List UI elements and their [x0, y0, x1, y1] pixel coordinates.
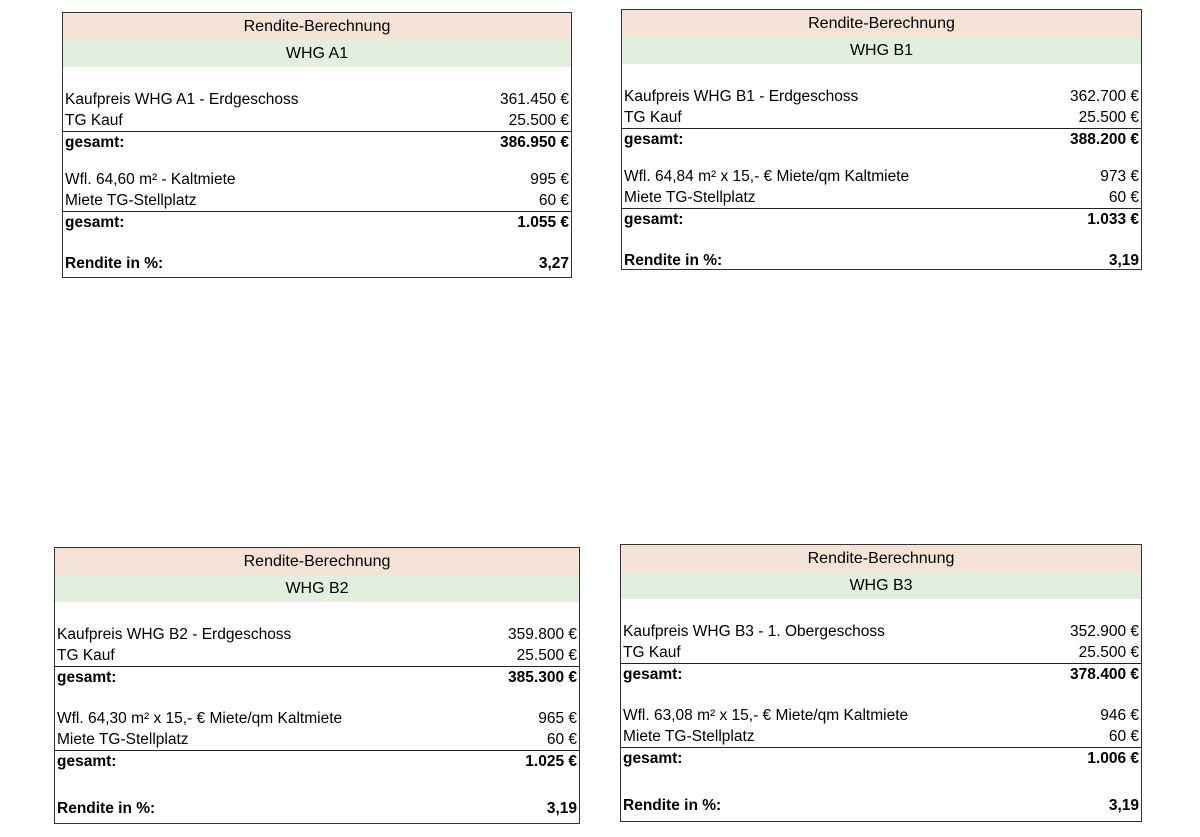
garage-purchase-value: 25.500 € [508, 112, 569, 129]
garage-purchase-row: TG Kauf 25.500 € [621, 642, 1141, 663]
rent-total-row: gesamt: 1.033 € [622, 208, 1141, 230]
rent-total-row: gesamt: 1.055 € [63, 211, 571, 233]
yield-value: 3,27 [538, 255, 569, 272]
garage-purchase-value: 25.500 € [1078, 109, 1139, 126]
yield-value: 3,19 [1108, 797, 1139, 814]
rent-value: 946 € [1100, 707, 1139, 724]
unit-name: WHG B3 [621, 572, 1141, 599]
purchase-label: Kaufpreis WHG B1 - Erdgeschoss [624, 88, 859, 105]
rent-row: Wfl. 64,60 m² - Kaltmiete 995 € [63, 169, 571, 190]
purchase-total-value: 386.950 € [500, 134, 569, 151]
purchase-total-row: gesamt: 385.300 € [55, 666, 579, 688]
rent-total-value: 1.033 € [1087, 211, 1139, 228]
rent-row: Wfl. 64,84 m² x 15,- € Miete/qm Kaltmiet… [622, 166, 1141, 187]
purchase-row: Kaufpreis WHG A1 - Erdgeschoss 361.450 € [63, 89, 571, 110]
purchase-label: Kaufpreis WHG B3 - 1. Obergeschoss [623, 623, 885, 640]
rent-total-row: gesamt: 1.006 € [621, 747, 1141, 769]
yield-card-whg-a1: Rendite-Berechnung WHG A1 Kaufpreis WHG … [62, 12, 572, 278]
yield-label: Rendite in %: [623, 797, 722, 814]
rent-total-label: gesamt: [624, 211, 684, 228]
purchase-total-label: gesamt: [57, 669, 117, 686]
card-title: Rendite-Berechnung [622, 10, 1141, 37]
yield-label: Rendite in %: [65, 255, 164, 272]
purchase-label: Kaufpreis WHG B2 - Erdgeschoss [57, 626, 292, 643]
parking-rent-row: Miete TG-Stellplatz 60 € [621, 726, 1141, 747]
rent-total-label: gesamt: [57, 753, 117, 770]
rent-total-value: 1.055 € [517, 214, 569, 231]
parking-rent-row: Miete TG-Stellplatz 60 € [63, 190, 571, 211]
rent-label: Wfl. 64,84 m² x 15,- € Miete/qm Kaltmiet… [624, 168, 910, 185]
yield-value: 3,19 [546, 800, 577, 817]
purchase-total-row: gesamt: 378.400 € [621, 663, 1141, 685]
garage-purchase-row: TG Kauf 25.500 € [55, 645, 579, 666]
rent-label: Wfl. 63,08 m² x 15,- € Miete/qm Kaltmiet… [623, 707, 909, 724]
parking-rent-value: 60 € [1108, 189, 1139, 206]
rent-value: 995 € [530, 171, 569, 188]
purchase-total-label: gesamt: [624, 131, 684, 148]
card-title: Rendite-Berechnung [55, 548, 579, 575]
rent-value: 973 € [1100, 168, 1139, 185]
rent-label: Wfl. 64,60 m² - Kaltmiete [65, 171, 236, 188]
rent-total-value: 1.006 € [1087, 750, 1139, 767]
purchase-total-value: 388.200 € [1070, 131, 1139, 148]
purchase-total-label: gesamt: [65, 134, 125, 151]
parking-rent-label: Miete TG-Stellplatz [65, 192, 197, 209]
yield-row: Rendite in %: 3,19 [55, 798, 579, 819]
purchase-row: Kaufpreis WHG B3 - 1. Obergeschoss 352.9… [621, 621, 1141, 642]
parking-rent-value: 60 € [538, 192, 569, 209]
yield-card-whg-b3: Rendite-Berechnung WHG B3 Kaufpreis WHG … [620, 544, 1142, 822]
purchase-value: 362.700 € [1070, 88, 1139, 105]
parking-rent-value: 60 € [546, 731, 577, 748]
purchase-row: Kaufpreis WHG B1 - Erdgeschoss 362.700 € [622, 86, 1141, 107]
yield-row: Rendite in %: 3,19 [621, 795, 1141, 816]
rent-row: Wfl. 64,30 m² x 15,- € Miete/qm Kaltmiet… [55, 708, 579, 729]
garage-purchase-row: TG Kauf 25.500 € [63, 110, 571, 131]
rent-total-row: gesamt: 1.025 € [55, 750, 579, 772]
unit-name: WHG B1 [622, 37, 1141, 64]
purchase-total-value: 385.300 € [508, 669, 577, 686]
purchase-total-row: gesamt: 388.200 € [622, 128, 1141, 150]
garage-purchase-label: TG Kauf [624, 109, 682, 126]
purchase-row: Kaufpreis WHG B2 - Erdgeschoss 359.800 € [55, 624, 579, 645]
unit-name: WHG A1 [63, 40, 571, 67]
yield-card-whg-b1: Rendite-Berechnung WHG B1 Kaufpreis WHG … [621, 9, 1142, 270]
purchase-total-value: 378.400 € [1070, 666, 1139, 683]
parking-rent-label: Miete TG-Stellplatz [57, 731, 189, 748]
garage-purchase-label: TG Kauf [65, 112, 123, 129]
garage-purchase-value: 25.500 € [1078, 644, 1139, 661]
garage-purchase-label: TG Kauf [57, 647, 115, 664]
garage-purchase-row: TG Kauf 25.500 € [622, 107, 1141, 128]
parking-rent-label: Miete TG-Stellplatz [624, 189, 756, 206]
rent-total-value: 1.025 € [525, 753, 577, 770]
rent-value: 965 € [538, 710, 577, 727]
purchase-label: Kaufpreis WHG A1 - Erdgeschoss [65, 91, 299, 108]
unit-name: WHG B2 [55, 575, 579, 602]
parking-rent-row: Miete TG-Stellplatz 60 € [622, 187, 1141, 208]
rent-row: Wfl. 63,08 m² x 15,- € Miete/qm Kaltmiet… [621, 705, 1141, 726]
yield-label: Rendite in %: [624, 252, 723, 269]
purchase-total-label: gesamt: [623, 666, 683, 683]
card-title: Rendite-Berechnung [63, 13, 571, 40]
card-title: Rendite-Berechnung [621, 545, 1141, 572]
yield-row: Rendite in %: 3,19 [622, 250, 1141, 271]
yield-row: Rendite in %: 3,27 [63, 253, 571, 274]
parking-rent-row: Miete TG-Stellplatz 60 € [55, 729, 579, 750]
rent-total-label: gesamt: [623, 750, 683, 767]
parking-rent-label: Miete TG-Stellplatz [623, 728, 755, 745]
rent-label: Wfl. 64,30 m² x 15,- € Miete/qm Kaltmiet… [57, 710, 343, 727]
yield-label: Rendite in %: [57, 800, 156, 817]
yield-card-whg-b2: Rendite-Berechnung WHG B2 Kaufpreis WHG … [54, 547, 580, 824]
purchase-total-row: gesamt: 386.950 € [63, 131, 571, 153]
parking-rent-value: 60 € [1108, 728, 1139, 745]
rent-total-label: gesamt: [65, 214, 125, 231]
garage-purchase-label: TG Kauf [623, 644, 681, 661]
purchase-value: 361.450 € [500, 91, 569, 108]
garage-purchase-value: 25.500 € [516, 647, 577, 664]
purchase-value: 352.900 € [1070, 623, 1139, 640]
yield-value: 3,19 [1108, 252, 1139, 269]
purchase-value: 359.800 € [508, 626, 577, 643]
